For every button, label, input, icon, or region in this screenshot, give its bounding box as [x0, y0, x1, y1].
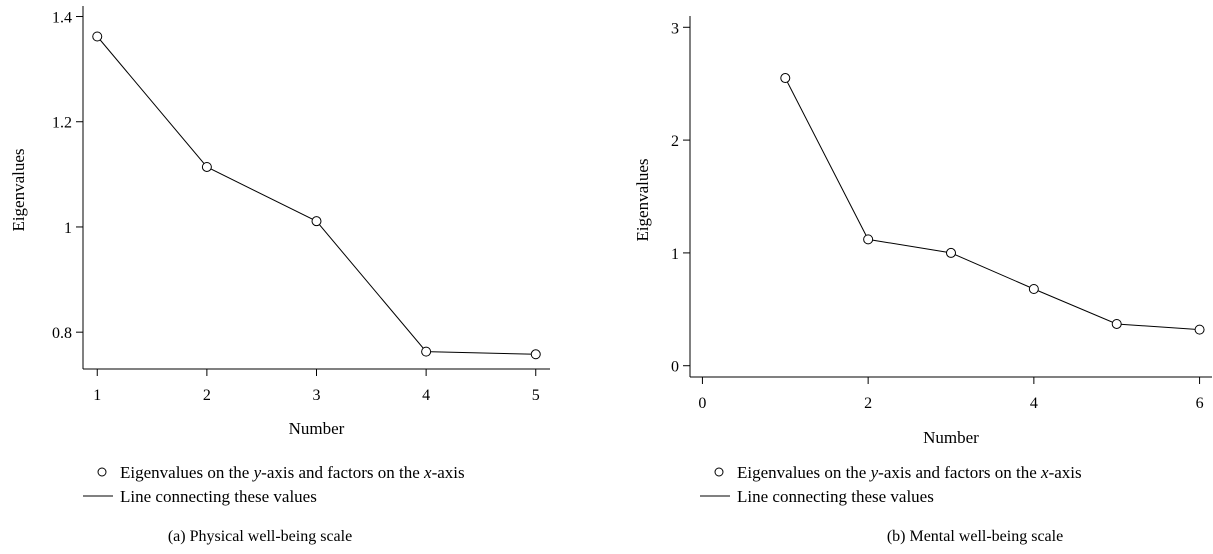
series-line — [784, 77, 1200, 331]
legend-label-line: Line connecting these values — [120, 487, 317, 506]
y-tick-label: 3 — [671, 20, 679, 37]
legend-marker-circle — [714, 467, 724, 477]
data-point — [1111, 318, 1122, 329]
x-tick-label: 5 — [532, 387, 540, 404]
y-tick-label: 1.2 — [52, 115, 72, 132]
legend-marker-circle — [97, 467, 107, 477]
legend-label-points: Eigenvalues on the y-axis and factors on… — [737, 463, 1082, 482]
data-point — [92, 31, 103, 42]
y-tick-label: 1 — [64, 220, 72, 237]
y-axis-title: Eigenvalues — [633, 158, 652, 241]
data-point — [863, 234, 874, 245]
data-point — [1028, 284, 1039, 295]
x-tick-label: 2 — [864, 395, 872, 412]
x-axis-title: Number — [923, 428, 979, 447]
panel-caption: (b) Mental well-being scale — [887, 528, 1063, 545]
y-tick-label: 0 — [671, 359, 679, 376]
panel-caption: (a) Physical well-being scale — [168, 528, 352, 545]
data-point — [421, 346, 432, 357]
y-tick-label: 2 — [671, 133, 679, 150]
legend-label-line: Line connecting these values — [737, 487, 934, 506]
x-tick-label: 4 — [1030, 395, 1038, 412]
data-point — [946, 247, 956, 258]
legend-label-points: Eigenvalues on the y-axis and factors on… — [120, 463, 465, 482]
data-point — [780, 73, 791, 84]
series-line — [96, 36, 536, 355]
data-point — [311, 216, 322, 227]
y-tick-label: 0.8 — [52, 325, 72, 342]
x-axis-title: Number — [289, 419, 345, 438]
x-tick-label: 2 — [203, 387, 211, 404]
y-tick-label: 1.4 — [52, 10, 72, 27]
panel-physical: 0.8 1 1.2 1.4 1 2 3 4 5 Number Eigenvalues Eigenval… — [9, 6, 550, 545]
x-tick-label: 3 — [313, 387, 321, 404]
x-tick-label: 4 — [422, 387, 430, 404]
y-axis-title: Eigenvalues — [9, 148, 28, 231]
x-tick-label: 6 — [1196, 395, 1204, 412]
panel-mental: 0 1 2 3 0 2 4 6 Number Eigenvalues Eigenvalues on … — [633, 16, 1212, 545]
data-point — [201, 161, 212, 172]
x-tick-label: 0 — [698, 395, 706, 412]
y-tick-label: 1 — [671, 246, 679, 263]
data-point — [1194, 324, 1205, 335]
x-tick-label: 1 — [93, 387, 101, 404]
data-point — [530, 349, 541, 360]
